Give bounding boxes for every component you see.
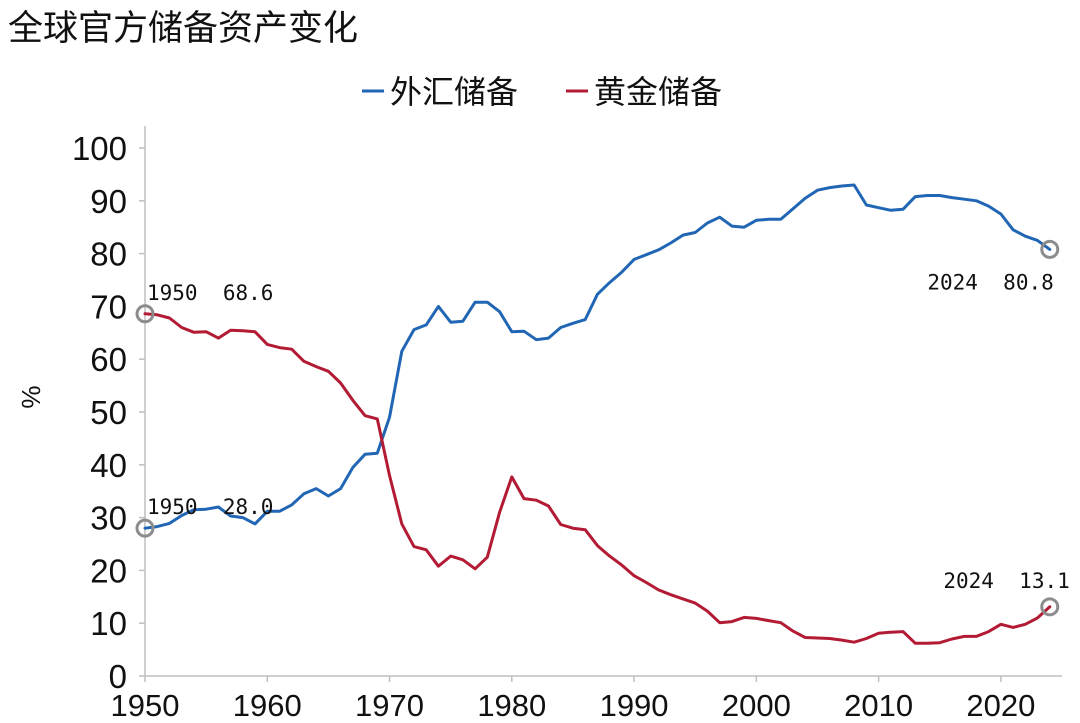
y-tick-label: 70 (90, 288, 127, 325)
y-tick-label: 0 (109, 658, 127, 695)
x-tick-label: 1980 (477, 688, 546, 723)
chart-title: 全球官方储备资产变化 (8, 9, 358, 49)
y-axis-label: % (16, 385, 46, 408)
annotation-layer: 1950 68.6 1950 28.0 2024 80.8 2024 13.1 (135, 239, 1070, 617)
legend-label-fx-reserve: 外汇储备 (390, 73, 518, 111)
series-line-gold-reserve (143, 312, 1052, 645)
x-tick-label: 1960 (233, 688, 302, 723)
y-axis: 0 10 20 30 40 50 60 70 80 90 100 (72, 126, 146, 695)
y-tick-label: 100 (72, 130, 127, 167)
y-tick-label: 50 (90, 394, 127, 431)
y-tick-label: 60 (90, 341, 127, 378)
x-axis: 1950 1960 1970 1980 1990 2000 2010 2020 (111, 675, 1062, 723)
x-tick-label: 1990 (600, 688, 669, 723)
series-layer (143, 183, 1052, 645)
x-tick-label: 1970 (355, 688, 424, 723)
y-tick-label: 30 (90, 500, 127, 537)
annotation-marker (1040, 597, 1060, 617)
x-tick-label: 1950 (111, 688, 180, 723)
x-tick-label: 2010 (844, 688, 913, 723)
y-tick-label: 20 (90, 552, 127, 589)
y-tick-label: 40 (90, 447, 127, 484)
annotation-label: 2024 13.1 (943, 569, 1069, 593)
legend-label-gold-reserve: 黄金储备 (594, 73, 722, 111)
y-tick-label: 10 (90, 605, 127, 642)
annotation-marker (1040, 239, 1060, 259)
annotation-label: 2024 80.8 (927, 270, 1053, 294)
annotation-marker (135, 518, 155, 538)
legend: 外汇储备 黄金储备 (362, 73, 722, 111)
y-tick-label: 80 (90, 236, 127, 273)
series-line-fx-reserve (143, 183, 1052, 530)
annotation-label: 1950 68.6 (147, 281, 273, 305)
x-tick-label: 2000 (722, 688, 791, 723)
y-tick-label: 90 (90, 183, 127, 220)
annotation-label: 1950 28.0 (147, 495, 273, 519)
annotation-marker (135, 304, 155, 324)
x-tick-label: 2020 (966, 688, 1035, 723)
